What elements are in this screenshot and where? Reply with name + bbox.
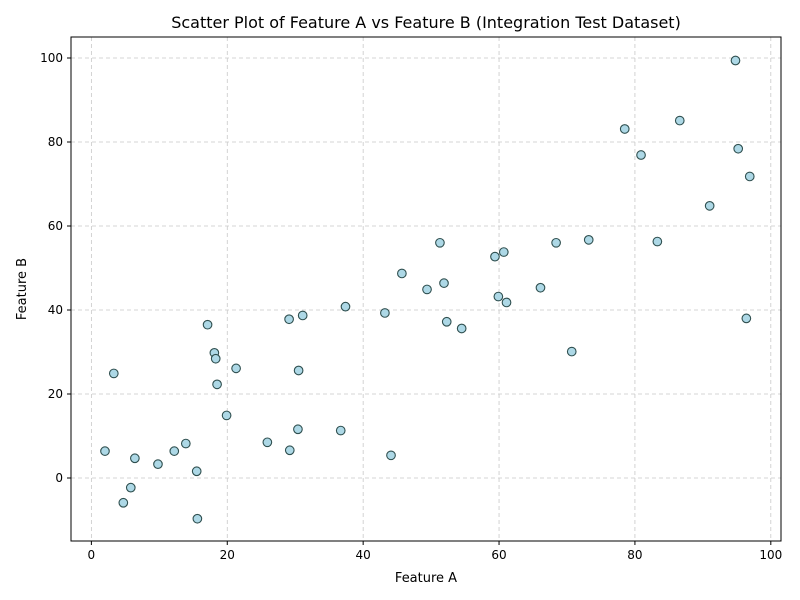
scatter-point bbox=[231, 363, 241, 374]
scatter-point bbox=[652, 236, 663, 247]
scatter-point bbox=[439, 278, 449, 288]
scatter-point bbox=[744, 171, 755, 182]
scatter-point bbox=[221, 410, 232, 421]
scatter-point bbox=[441, 316, 452, 327]
scatter-point bbox=[535, 282, 546, 293]
scatter-point bbox=[566, 346, 577, 357]
scatter-point bbox=[380, 308, 390, 318]
y-tick-label: 0 bbox=[55, 471, 63, 485]
scatter-point bbox=[498, 247, 509, 257]
scatter-point bbox=[118, 497, 129, 508]
scatter-point bbox=[293, 424, 303, 435]
scatter-point bbox=[733, 143, 744, 154]
scatter-point bbox=[674, 115, 685, 126]
scatter-point bbox=[619, 124, 630, 134]
scatter-point bbox=[551, 237, 561, 248]
scatter-point bbox=[297, 310, 308, 321]
x-axis-label: Feature A bbox=[395, 571, 457, 586]
y-tick-label: 60 bbox=[48, 219, 63, 233]
scatter-point bbox=[636, 150, 646, 160]
data-points bbox=[100, 55, 755, 524]
y-tick-label: 80 bbox=[48, 135, 63, 149]
scatter-point bbox=[153, 459, 163, 469]
scatter-point bbox=[493, 291, 504, 302]
scatter-point bbox=[284, 445, 295, 456]
scatter-point bbox=[212, 379, 222, 390]
scatter-point bbox=[284, 314, 294, 325]
y-tick-label: 20 bbox=[48, 387, 63, 401]
scatter-point bbox=[435, 237, 445, 248]
scatter-point bbox=[456, 323, 467, 334]
scatter-point bbox=[386, 450, 396, 461]
scatter-point bbox=[192, 513, 203, 524]
scatter-point bbox=[130, 453, 140, 464]
x-tick-label: 0 bbox=[88, 548, 96, 562]
scatter-point bbox=[180, 438, 191, 449]
plot-area-frame bbox=[70, 36, 782, 542]
scatter-point bbox=[108, 368, 119, 379]
scatter-point bbox=[340, 301, 351, 312]
x-tick-label: 40 bbox=[356, 548, 371, 562]
scatter-point bbox=[169, 446, 180, 456]
scatter-point bbox=[741, 313, 752, 324]
scatter-point bbox=[262, 437, 273, 448]
scatter-point bbox=[335, 425, 346, 436]
scatter-point bbox=[704, 200, 715, 211]
x-tick-label: 60 bbox=[491, 548, 506, 562]
scatter-point bbox=[293, 365, 304, 376]
scatter-point bbox=[422, 284, 432, 295]
y-tick-label: 100 bbox=[40, 51, 63, 65]
scatter-point bbox=[490, 251, 500, 262]
x-tick-label: 100 bbox=[759, 548, 782, 562]
scatter-point bbox=[583, 235, 594, 245]
grid bbox=[71, 37, 781, 541]
scatter-point bbox=[501, 297, 512, 308]
chart-title: Scatter Plot of Feature A vs Feature B (… bbox=[171, 13, 681, 32]
y-axis: 0 20 40 60 80 100 bbox=[40, 51, 71, 485]
scatter-point bbox=[100, 446, 110, 456]
scatter-point bbox=[397, 268, 407, 279]
scatter-point bbox=[191, 466, 202, 477]
x-axis: 0 20 40 60 80 100 bbox=[88, 541, 782, 562]
x-tick-label: 80 bbox=[627, 548, 642, 562]
scatter-point bbox=[730, 55, 741, 66]
x-tick-label: 20 bbox=[220, 548, 235, 562]
scatter-point bbox=[210, 353, 221, 364]
scatter-point bbox=[202, 319, 213, 330]
y-axis-label: Feature B bbox=[15, 258, 30, 320]
y-tick-label: 40 bbox=[48, 303, 63, 317]
scatter-point bbox=[125, 482, 136, 493]
